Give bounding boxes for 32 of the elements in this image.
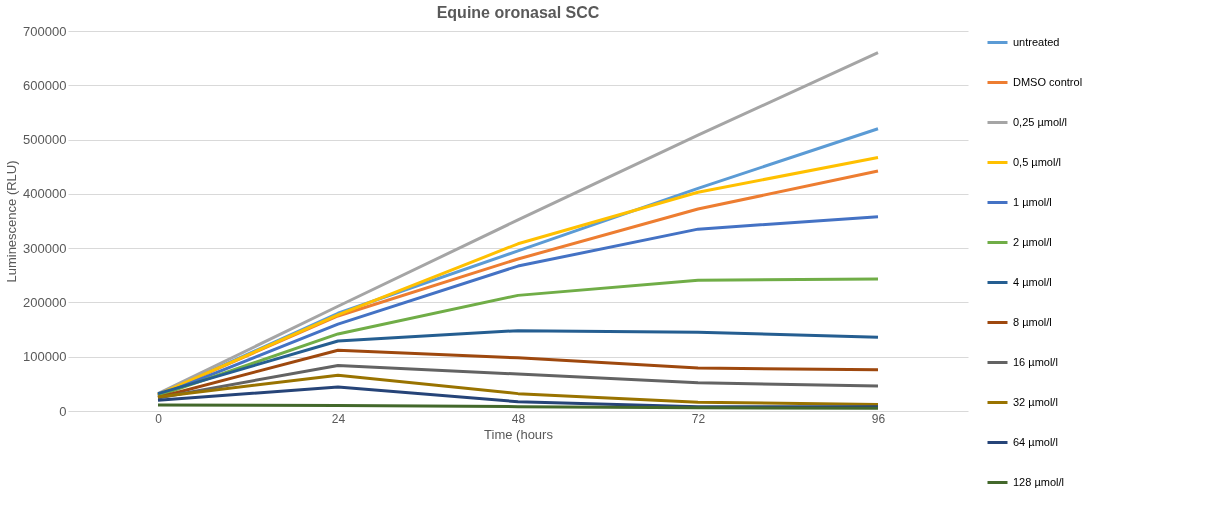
x-tick-label: 48 (511, 411, 526, 426)
legend-label: 16 µmol/l (1013, 355, 1058, 368)
legend-label: 0,5 µmol/l (1013, 155, 1061, 168)
y-tick-label: 600000 (23, 77, 67, 93)
y-tick-label: 400000 (23, 186, 67, 202)
line-series (156, 215, 880, 398)
legend-label: 128 µmol/l (1013, 475, 1064, 488)
line-series (156, 329, 880, 396)
x-tick-label: 72 (691, 411, 706, 426)
y-tick-label: 100000 (23, 349, 67, 365)
line-series (156, 51, 880, 396)
line-series (156, 363, 880, 400)
y-tick-label: 500000 (23, 132, 67, 148)
legend-label: DMSO control (1013, 75, 1083, 88)
y-axis-title: Luminescence (RLU) (4, 160, 20, 283)
y-tick-label: 700000 (23, 23, 67, 39)
legend-label: 1 µmol/l (1013, 195, 1052, 208)
x-tick-label: 0 (155, 411, 163, 426)
chart-title: Equine oronasal SCC (436, 4, 600, 21)
legend-label: untreated (1013, 35, 1060, 48)
x-tick-label: 96 (871, 411, 886, 426)
y-tick-label: 300000 (23, 240, 67, 256)
legend-label: 64 µmol/l (1013, 435, 1058, 448)
legend-label: 32 µmol/l (1013, 395, 1058, 408)
legend-label: 2 µmol/l (1013, 235, 1052, 248)
legend-label: 4 µmol/l (1013, 275, 1052, 288)
legend-label: 8 µmol/l (1013, 315, 1052, 328)
y-tick-label: 200000 (23, 294, 67, 310)
x-axis-title: Time (hours (484, 426, 554, 442)
x-tick-label: 24 (331, 411, 346, 426)
line-series (156, 373, 880, 406)
legend-label: 0,25 µmol/l (1013, 115, 1068, 128)
